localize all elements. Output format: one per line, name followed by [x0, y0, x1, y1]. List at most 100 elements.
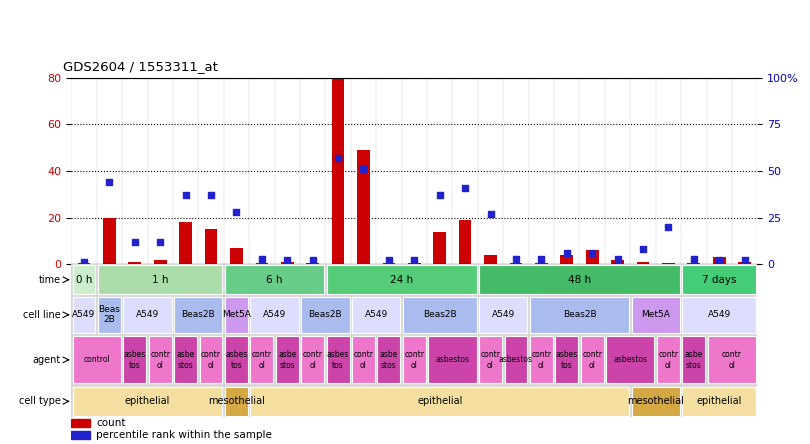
- Point: [407, 257, 421, 264]
- Bar: [301, 337, 324, 383]
- Text: contr
ol: contr ol: [303, 350, 322, 369]
- Text: mesothelial: mesothelial: [208, 396, 265, 406]
- Bar: [708, 337, 756, 383]
- Text: A549: A549: [136, 310, 159, 319]
- Bar: [509, 263, 522, 264]
- Point: [103, 178, 116, 186]
- Bar: [179, 222, 192, 264]
- Point: [281, 257, 294, 264]
- Bar: [403, 297, 476, 333]
- Point: [331, 155, 344, 162]
- Bar: [225, 387, 248, 416]
- Bar: [581, 337, 603, 383]
- Text: 6 h: 6 h: [266, 275, 283, 285]
- Text: 48 h: 48 h: [568, 275, 591, 285]
- Text: contr
ol: contr ol: [582, 350, 602, 369]
- Point: [586, 250, 599, 257]
- Bar: [71, 419, 91, 427]
- Bar: [688, 263, 700, 264]
- Bar: [250, 387, 629, 416]
- Text: Beas2B: Beas2B: [423, 310, 457, 319]
- Text: 0 h: 0 h: [76, 275, 92, 285]
- Bar: [530, 297, 629, 333]
- Text: Beas2B: Beas2B: [181, 310, 215, 319]
- Bar: [276, 337, 299, 383]
- Bar: [306, 263, 319, 264]
- Bar: [530, 337, 552, 383]
- Text: 24 h: 24 h: [390, 275, 413, 285]
- Bar: [225, 297, 248, 333]
- Text: A549: A549: [492, 310, 515, 319]
- Text: A549: A549: [364, 310, 388, 319]
- Bar: [357, 150, 370, 264]
- Bar: [682, 337, 706, 383]
- Bar: [149, 337, 172, 383]
- Bar: [505, 337, 527, 383]
- Bar: [73, 266, 96, 294]
- Text: 7 days: 7 days: [702, 275, 736, 285]
- Text: asbe
stos: asbe stos: [177, 350, 194, 369]
- Point: [205, 192, 218, 199]
- Point: [561, 250, 573, 257]
- Bar: [561, 255, 573, 264]
- Bar: [713, 257, 726, 264]
- Bar: [433, 232, 446, 264]
- Bar: [326, 266, 476, 294]
- Bar: [255, 263, 268, 264]
- Bar: [205, 229, 217, 264]
- Bar: [230, 248, 243, 264]
- Bar: [606, 337, 654, 383]
- Point: [382, 257, 395, 264]
- Text: epithelial: epithelial: [125, 396, 170, 406]
- Text: Met5A: Met5A: [642, 310, 670, 319]
- Text: contr
ol: contr ol: [531, 350, 552, 369]
- Bar: [281, 262, 293, 264]
- Text: contr
ol: contr ol: [659, 350, 679, 369]
- Bar: [352, 297, 400, 333]
- Text: A549: A549: [263, 310, 286, 319]
- Bar: [98, 266, 223, 294]
- Point: [662, 223, 675, 230]
- Bar: [382, 263, 395, 264]
- Bar: [71, 431, 91, 440]
- Point: [255, 255, 268, 262]
- Bar: [326, 337, 350, 383]
- Text: asbes
tos: asbes tos: [124, 350, 146, 369]
- Text: mesothelial: mesothelial: [627, 396, 684, 406]
- Text: asbestos: asbestos: [499, 355, 533, 365]
- Bar: [682, 266, 756, 294]
- Text: contr
ol: contr ol: [722, 350, 742, 369]
- Text: contr
ol: contr ol: [150, 350, 170, 369]
- Point: [484, 210, 497, 218]
- Point: [433, 192, 446, 199]
- Bar: [637, 262, 650, 264]
- Text: 1 h: 1 h: [152, 275, 168, 285]
- Text: asbes
tos: asbes tos: [556, 350, 578, 369]
- Bar: [123, 337, 147, 383]
- Bar: [484, 255, 497, 264]
- Point: [154, 238, 167, 246]
- Bar: [98, 297, 121, 333]
- Point: [738, 257, 751, 264]
- Bar: [408, 263, 420, 264]
- Text: Beas2B: Beas2B: [309, 310, 342, 319]
- Point: [357, 166, 370, 173]
- Bar: [129, 262, 141, 264]
- Text: time: time: [39, 275, 61, 285]
- Point: [637, 246, 650, 253]
- Text: count: count: [96, 418, 126, 428]
- Bar: [377, 337, 400, 383]
- Text: contr
ol: contr ol: [252, 350, 272, 369]
- Text: asbestos: asbestos: [613, 355, 647, 365]
- Bar: [479, 297, 527, 333]
- Bar: [199, 337, 223, 383]
- Point: [306, 257, 319, 264]
- Text: cell line: cell line: [23, 310, 61, 320]
- Point: [458, 184, 471, 191]
- Text: agent: agent: [33, 355, 61, 365]
- Bar: [73, 297, 96, 333]
- Text: asbe
stos: asbe stos: [380, 350, 398, 369]
- Point: [509, 255, 522, 262]
- Bar: [73, 387, 223, 416]
- Bar: [352, 337, 375, 383]
